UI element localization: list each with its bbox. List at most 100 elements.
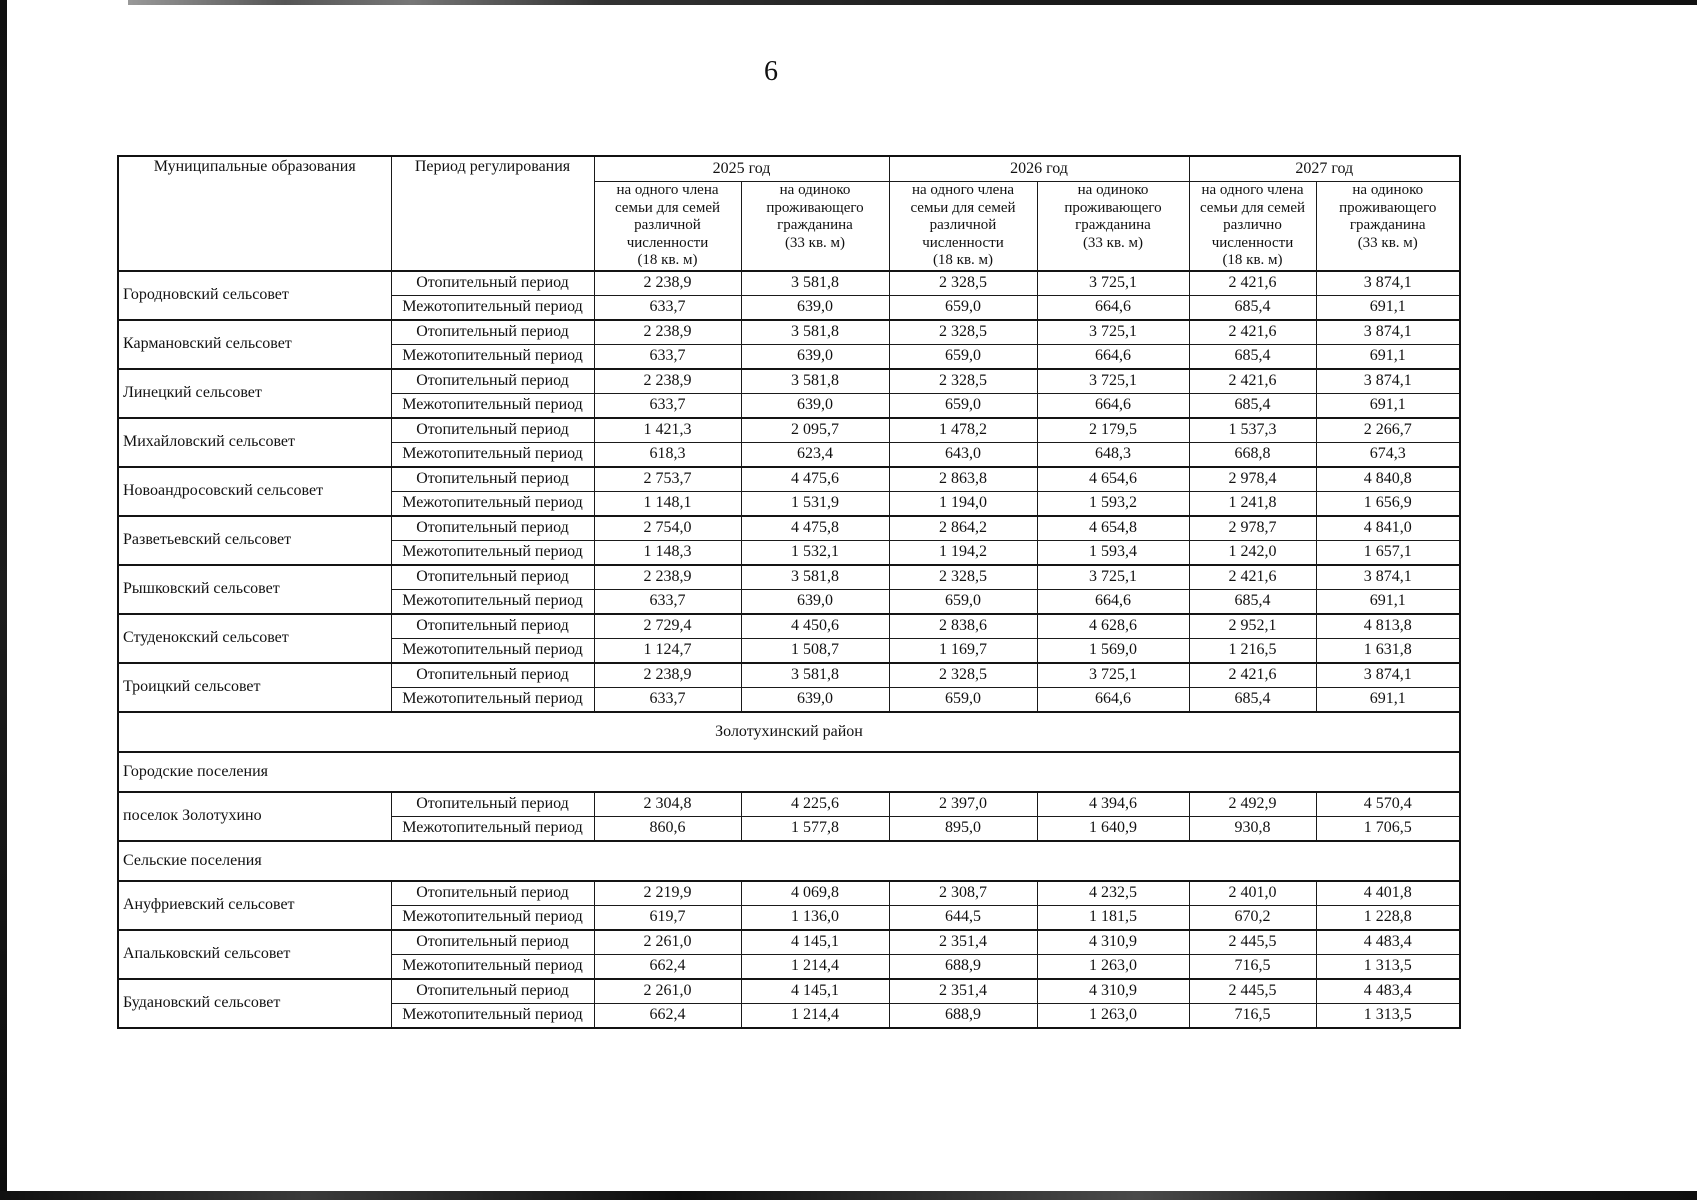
period-label-heating: Отопительный период [390,791,595,817]
tariff-value: 639,0 [740,589,890,615]
municipality-name: Михайловский сельсовет [117,417,392,468]
tariff-value: 4 483,4 [1315,929,1461,955]
tariff-value: 2 421,6 [1188,564,1317,590]
tariff-value: 633,7 [593,589,742,615]
tariff-value: 639,0 [740,295,890,321]
tariff-value: 2 095,7 [740,417,890,443]
col-header-period: Период регулирования [390,155,595,272]
tariff-value: 2 952,1 [1188,613,1317,639]
tariff-value: 1 706,5 [1315,816,1461,842]
tariff-value: 2 238,9 [593,368,742,394]
tariff-value: 618,3 [593,442,742,468]
tariff-value: 3 581,8 [740,270,890,296]
municipality-row-heating: Разветьевский сельсовет Отопительный пери… [117,515,1461,566]
tariff-value: 685,4 [1188,687,1317,713]
tariff-value: 2 445,5 [1188,978,1317,1004]
tariff-value: 1 181,5 [1036,905,1190,931]
tariff-value: 716,5 [1188,1003,1317,1029]
tariff-value: 3 874,1 [1315,564,1461,590]
tariff-value: 4 840,8 [1315,466,1461,492]
tariff-value: 659,0 [888,589,1038,615]
tariff-value: 1 241,8 [1188,491,1317,517]
municipality-row-interheating: Межотопительный период 619,7 1 136,0 644,5 1… [118,905,1461,931]
tariff-value: 2 864,2 [888,515,1038,541]
tariff-value: 2 978,7 [1188,515,1317,541]
tariff-value: 1 631,8 [1315,638,1461,664]
tariff-value: 619,7 [593,905,742,931]
tariff-value: 930,8 [1188,816,1317,842]
tariff-value: 2 397,0 [888,791,1038,817]
tariff-value: 3 581,8 [740,564,890,590]
table-body: Городновский сельсовет Отопительный перио… [117,270,1461,1029]
tariff-value: 664,6 [1036,393,1190,419]
municipality-row-interheating: Межотопительный период 618,3 623,4 643,0 648… [118,442,1461,468]
tariff-value: 4 145,1 [740,978,890,1004]
municipality-name: Кармановский сельсовет [117,319,392,370]
municipality-name: Апальковский сельсовет [117,929,392,980]
tariff-value: 1 531,9 [740,491,890,517]
period-label-heating: Отопительный период [390,515,595,541]
tariff-value: 4 475,8 [740,515,890,541]
municipality-row-heating: Ануфриевский сельсовет Отопительный перио… [117,880,1461,931]
municipality-row-heating: поселок Золотухино Отопительный период 2 3… [117,791,1461,842]
period-label-interheating: Межотопительный период [390,1003,595,1029]
tariff-value: 2 261,0 [593,978,742,1004]
tariff-value: 3 725,1 [1036,270,1190,296]
tariff-value: 1 577,8 [740,816,890,842]
col-header-year-2025: 2025 год [593,155,890,182]
tariff-value: 1 656,9 [1315,491,1461,517]
tariff-value: 2 219,9 [593,880,742,906]
subheader-2026-single-citizen: на одиноко проживающего гражданина (33 к… [1036,181,1190,272]
col-header-year-2026: 2026 год [888,155,1190,182]
tariff-value: 1 657,1 [1315,540,1461,566]
tariff-value: 2 421,6 [1188,270,1317,296]
municipality-name: Городновский сельсовет [117,270,392,321]
tariff-value: 2 328,5 [888,564,1038,590]
municipality-row-heating: Студенокский сельсовет Отопительный перио… [117,613,1461,664]
tariff-value: 1 148,1 [593,491,742,517]
tariff-value: 668,8 [1188,442,1317,468]
tariff-value: 2 328,5 [888,368,1038,394]
tariff-value: 2 351,4 [888,929,1038,955]
tariff-value: 1 124,7 [593,638,742,664]
tariff-value: 2 729,4 [593,613,742,639]
municipality-row-heating: Михайловский сельсовет Отопительный перио… [117,417,1461,468]
municipality-row-interheating: Межотопительный период 662,4 1 214,4 688,9 1… [118,1003,1461,1029]
period-label-heating: Отопительный период [390,368,595,394]
tariff-value: 1 569,0 [1036,638,1190,664]
tariff-value: 659,0 [888,393,1038,419]
tariff-value: 664,6 [1036,344,1190,370]
tariff-value: 2 261,0 [593,929,742,955]
municipality-name: Разветьевский сельсовет [117,515,392,566]
tariff-value: 633,7 [593,687,742,713]
scan-artifact-left-edge [0,0,7,1200]
tariff-value: 1 478,2 [888,417,1038,443]
municipality-row-interheating: Межотопительный период 662,4 1 214,4 688,9 1… [118,954,1461,980]
tariff-value: 1 313,5 [1315,954,1461,980]
tariff-value: 644,5 [888,905,1038,931]
section-header: Городские поселения [117,751,1461,793]
municipality-name: Студенокский сельсовет [117,613,392,664]
period-label-heating: Отопительный период [390,319,595,345]
section-header: Золотухинский район [117,711,1461,753]
tariff-value: 648,3 [1036,442,1190,468]
tariff-value: 4 813,8 [1315,613,1461,639]
tariff-value: 2 421,6 [1188,319,1317,345]
col-header-municipality: Муниципальные образования [117,155,392,272]
tariff-value: 674,3 [1315,442,1461,468]
municipality-name: Ануфриевский сельсовет [117,880,392,931]
tariff-value: 2 238,9 [593,319,742,345]
tariff-value: 1 214,4 [740,954,890,980]
tariff-value: 2 754,0 [593,515,742,541]
municipality-name: Троицкий сельсовет [117,662,392,713]
tariff-value: 716,5 [1188,954,1317,980]
tariff-value: 659,0 [888,344,1038,370]
municipality-row-interheating: Межотопительный период 633,7 639,0 659,0 664… [118,295,1461,321]
period-label-interheating: Межотопительный период [390,816,595,842]
tariff-value: 2 351,4 [888,978,1038,1004]
tariff-value: 895,0 [888,816,1038,842]
period-label-interheating: Межотопительный период [390,344,595,370]
tariff-value: 3 874,1 [1315,368,1461,394]
period-label-heating: Отопительный период [390,978,595,1004]
page-number: 6 [764,56,778,87]
